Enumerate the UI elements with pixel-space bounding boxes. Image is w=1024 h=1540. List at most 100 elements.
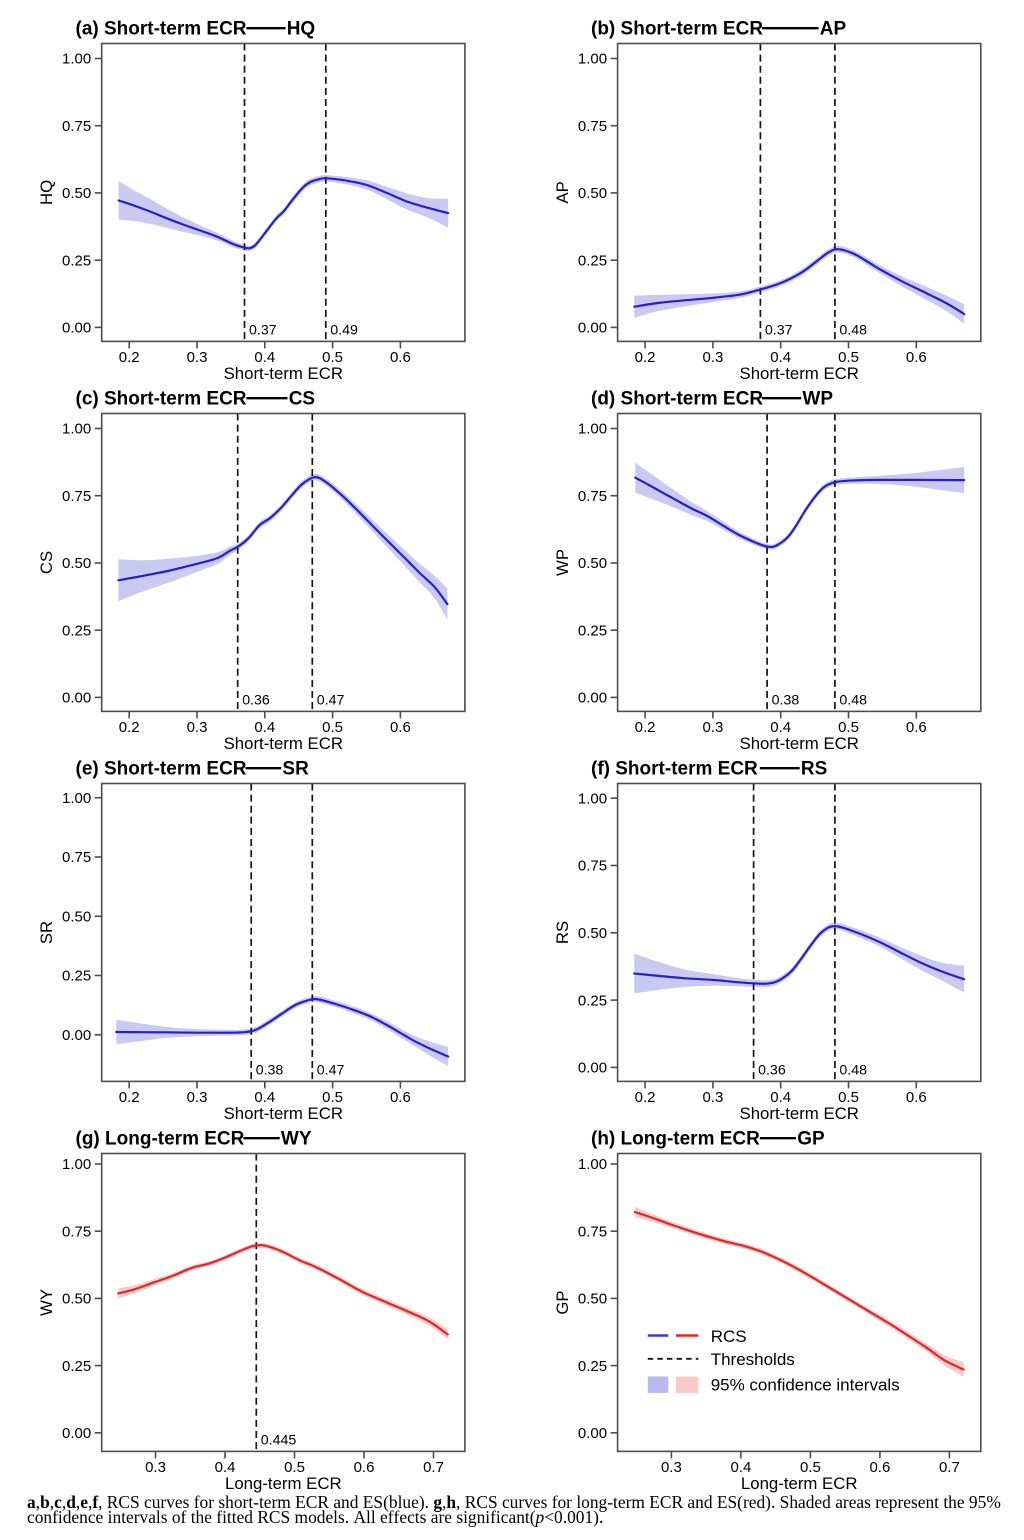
svg-text:0.50: 0.50 — [578, 925, 607, 942]
svg-text:1.00: 1.00 — [578, 790, 607, 807]
svg-text:0.48: 0.48 — [839, 692, 867, 708]
svg-text:(g) Long-term ECR: (g) Long-term ECR — [76, 1128, 245, 1149]
svg-text:0.5: 0.5 — [284, 1459, 305, 1476]
svg-text:SR: SR — [37, 921, 56, 944]
svg-text:95% confidence intervals: 95% confidence intervals — [711, 1376, 900, 1395]
svg-text:RCS: RCS — [711, 1327, 747, 1346]
svg-text:0.75: 0.75 — [62, 488, 91, 505]
svg-text:0.6: 0.6 — [906, 1089, 927, 1106]
svg-text:0.48: 0.48 — [839, 1062, 867, 1078]
svg-text:0.4: 0.4 — [254, 719, 275, 736]
svg-text:0.25: 0.25 — [62, 1358, 91, 1375]
svg-text:0.445: 0.445 — [261, 1432, 297, 1448]
svg-text:Short-term ECR: Short-term ECR — [740, 734, 859, 753]
svg-text:0.2: 0.2 — [635, 719, 656, 736]
svg-text:WY: WY — [281, 1128, 312, 1149]
svg-text:0.4: 0.4 — [770, 719, 791, 736]
svg-text:0.4: 0.4 — [254, 1089, 275, 1106]
svg-text:1.00: 1.00 — [578, 421, 607, 438]
svg-text:RS: RS — [553, 921, 572, 944]
svg-text:0.50: 0.50 — [62, 909, 91, 926]
svg-text:0.4: 0.4 — [730, 1459, 751, 1476]
svg-text:1.00: 1.00 — [578, 1156, 607, 1173]
svg-text:0.2: 0.2 — [635, 1089, 656, 1106]
svg-text:(d) Short-term ECR: (d) Short-term ECR — [591, 388, 763, 409]
svg-text:0.2: 0.2 — [119, 349, 140, 366]
svg-text:Short-term ECR: Short-term ECR — [224, 734, 343, 753]
svg-text:0.25: 0.25 — [578, 1358, 607, 1375]
svg-text:0.3: 0.3 — [702, 1089, 723, 1106]
svg-text:0.37: 0.37 — [765, 322, 793, 338]
svg-text:1.00: 1.00 — [62, 421, 91, 438]
svg-text:0.5: 0.5 — [838, 349, 859, 366]
svg-text:RS: RS — [801, 758, 827, 779]
svg-text:0.2: 0.2 — [635, 349, 656, 366]
svg-text:0.3: 0.3 — [661, 1459, 682, 1476]
svg-text:CS: CS — [289, 388, 315, 409]
svg-text:0.3: 0.3 — [702, 349, 723, 366]
svg-text:Short-term ECR: Short-term ECR — [740, 364, 859, 383]
svg-text:0.75: 0.75 — [578, 1223, 607, 1240]
svg-text:0.75: 0.75 — [62, 1223, 91, 1240]
svg-text:0.50: 0.50 — [578, 555, 607, 572]
svg-text:WP: WP — [802, 388, 833, 409]
svg-text:Short-term ECR: Short-term ECR — [224, 1104, 343, 1123]
svg-text:0.37: 0.37 — [249, 322, 277, 338]
svg-text:0.6: 0.6 — [354, 1459, 375, 1476]
svg-text:0.3: 0.3 — [187, 1089, 208, 1106]
svg-text:GP: GP — [797, 1128, 825, 1149]
svg-text:0.75: 0.75 — [62, 118, 91, 135]
svg-text:GP: GP — [553, 1290, 572, 1314]
svg-text:0.6: 0.6 — [869, 1459, 890, 1476]
svg-text:0.4: 0.4 — [215, 1459, 236, 1476]
svg-text:0.5: 0.5 — [838, 1089, 859, 1106]
svg-text:Long-term ECR: Long-term ECR — [741, 1474, 858, 1493]
svg-text:0.50: 0.50 — [578, 1291, 607, 1308]
svg-text:(b) Short-term ECR: (b) Short-term ECR — [591, 18, 763, 39]
svg-text:(f) Short-term ECR: (f) Short-term ECR — [591, 758, 758, 779]
svg-text:0.6: 0.6 — [906, 349, 927, 366]
svg-text:0.5: 0.5 — [322, 719, 343, 736]
svg-text:0.3: 0.3 — [145, 1459, 166, 1476]
svg-text:0.6: 0.6 — [390, 719, 411, 736]
svg-text:1.00: 1.00 — [578, 51, 607, 68]
svg-text:0.3: 0.3 — [187, 719, 208, 736]
svg-text:0.75: 0.75 — [62, 849, 91, 866]
svg-text:0.00: 0.00 — [62, 1425, 91, 1442]
svg-text:0.75: 0.75 — [578, 118, 607, 135]
svg-text:0.00: 0.00 — [578, 690, 607, 707]
svg-text:AP: AP — [553, 181, 572, 203]
svg-text:0.36: 0.36 — [758, 1062, 786, 1078]
svg-text:0.00: 0.00 — [62, 1027, 91, 1044]
svg-text:0.7: 0.7 — [939, 1459, 960, 1476]
svg-text:(a) Short-term ECR: (a) Short-term ECR — [76, 18, 247, 39]
svg-text:WY: WY — [37, 1289, 56, 1316]
svg-text:HQ: HQ — [287, 18, 316, 39]
svg-text:0.00: 0.00 — [578, 1425, 607, 1442]
svg-text:0.6: 0.6 — [906, 719, 927, 736]
svg-text:0.2: 0.2 — [119, 719, 140, 736]
svg-text:CS: CS — [37, 551, 56, 574]
svg-text:0.5: 0.5 — [322, 1089, 343, 1106]
svg-text:0.36: 0.36 — [242, 692, 270, 708]
svg-text:0.2: 0.2 — [119, 1089, 140, 1106]
svg-text:0.47: 0.47 — [317, 692, 345, 708]
svg-text:0.4: 0.4 — [770, 1089, 791, 1106]
svg-text:0.25: 0.25 — [62, 622, 91, 639]
svg-text:Short-term ECR: Short-term ECR — [224, 364, 343, 383]
svg-text:0.7: 0.7 — [423, 1459, 444, 1476]
svg-text:0.25: 0.25 — [578, 622, 607, 639]
svg-text:0.50: 0.50 — [62, 1291, 91, 1308]
svg-text:0.25: 0.25 — [62, 252, 91, 269]
svg-text:HQ: HQ — [37, 180, 56, 205]
svg-text:0.00: 0.00 — [62, 690, 91, 707]
svg-text:SR: SR — [282, 758, 309, 779]
svg-text:0.38: 0.38 — [772, 692, 800, 708]
svg-text:0.49: 0.49 — [330, 322, 358, 338]
svg-text:0.47: 0.47 — [317, 1062, 345, 1078]
svg-text:0.5: 0.5 — [838, 719, 859, 736]
svg-text:0.6: 0.6 — [390, 349, 411, 366]
svg-text:0.00: 0.00 — [62, 320, 91, 337]
svg-text:1.00: 1.00 — [62, 790, 91, 807]
svg-text:0.48: 0.48 — [839, 322, 867, 338]
